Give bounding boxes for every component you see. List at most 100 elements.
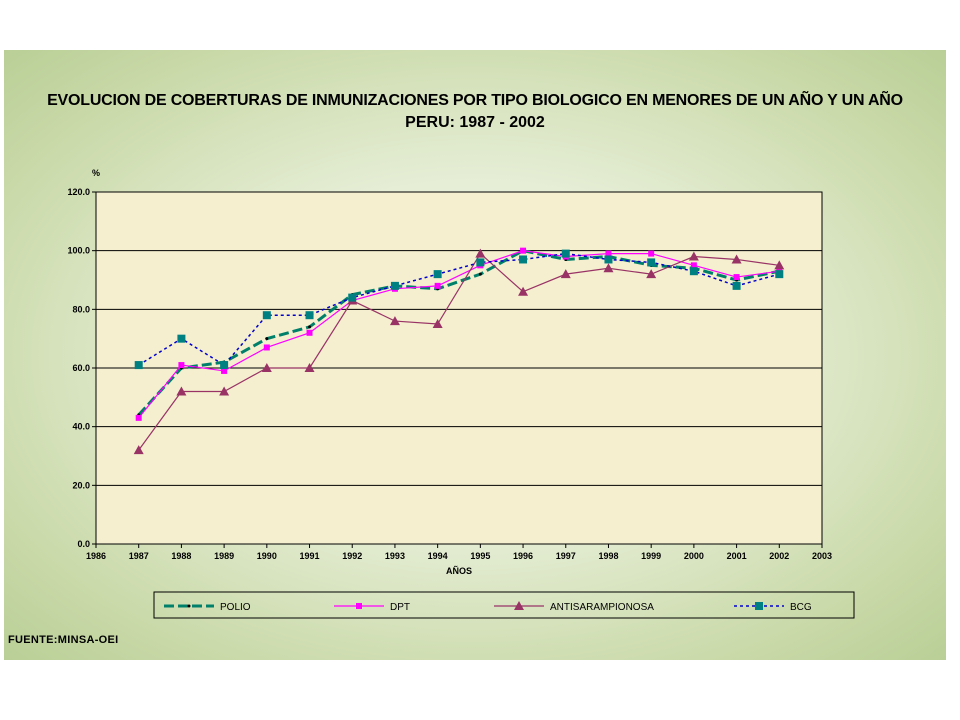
legend-label: ANTISARAMPIONOSA: [550, 602, 654, 613]
x-tick-label: 1986: [86, 551, 106, 561]
x-tick-label: 1992: [342, 551, 362, 561]
x-axis-ticks: 1986 1987 1988 1989 1990 1991 1992 1993 1994 1995…: [86, 544, 832, 561]
x-tick-label: 2001: [727, 551, 747, 561]
data-point: [219, 386, 230, 396]
data-point: [605, 250, 612, 257]
legend-marker: [187, 604, 191, 608]
data-point: [263, 344, 270, 351]
data-point: [478, 272, 482, 276]
legend-label: DPT: [390, 602, 410, 613]
data-point: [265, 337, 269, 341]
data-point: [305, 311, 314, 320]
x-tick-label: 1998: [598, 551, 618, 561]
x-tick-label: 1988: [171, 551, 191, 561]
legend-item: DPT: [334, 602, 410, 613]
data-point: [433, 270, 442, 279]
x-tick-label: 1990: [257, 551, 277, 561]
data-point: [475, 248, 486, 258]
x-tick-label: 1999: [641, 551, 661, 561]
y-tick-label: 60.0: [72, 363, 90, 373]
legend-item: POLIO: [164, 602, 251, 613]
x-tick-label: 1994: [428, 551, 448, 561]
data-point: [603, 263, 614, 273]
x-tick-label: 1993: [385, 551, 405, 561]
x-axis-label: AÑOS: [446, 566, 472, 576]
x-tick-label: 1996: [513, 551, 533, 561]
legend-marker: [514, 601, 524, 610]
series-group: [133, 247, 785, 455]
y-tick-label: 40.0: [72, 422, 90, 432]
data-point: [432, 319, 443, 328]
y-axis-label: %: [92, 168, 100, 178]
data-point: [134, 361, 143, 370]
data-point: [648, 250, 655, 257]
y-tick-label: 120.0: [67, 187, 90, 197]
data-point: [262, 311, 271, 320]
legend-label: BCG: [790, 602, 812, 613]
data-point: [176, 386, 187, 396]
data-point: [604, 255, 613, 264]
data-point: [348, 293, 357, 302]
data-point: [220, 361, 229, 370]
data-point: [434, 282, 441, 289]
data-point: [221, 367, 228, 374]
series-line: [138, 252, 780, 367]
series-antisarampionosa: [133, 248, 785, 455]
data-point: [774, 260, 785, 270]
data-point: [520, 247, 527, 254]
data-point: [261, 363, 272, 372]
data-point: [304, 363, 315, 372]
data-point: [306, 329, 313, 336]
y-tick-label: 100.0: [67, 246, 90, 256]
data-point: [390, 281, 399, 290]
data-point: [647, 258, 656, 267]
data-point: [560, 269, 571, 279]
data-point: [775, 270, 784, 279]
data-point: [133, 445, 144, 455]
data-point: [308, 325, 312, 329]
data-point: [476, 258, 485, 267]
data-point: [733, 274, 740, 281]
legend-box: [153, 591, 855, 619]
series-line: [138, 252, 780, 451]
y-tick-label: 0.0: [77, 539, 90, 549]
legend-item: ANTISARAMPIONOSA: [494, 601, 654, 613]
data-point: [561, 249, 570, 258]
data-point: [690, 262, 697, 269]
data-point: [731, 254, 742, 264]
data-point: [178, 362, 185, 369]
data-point: [518, 286, 529, 296]
legend-label: POLIO: [220, 602, 251, 613]
x-tick-label: 1995: [470, 551, 490, 561]
data-point: [177, 334, 186, 343]
data-point: [389, 316, 400, 326]
gridlines: [96, 191, 822, 545]
data-point: [732, 281, 741, 290]
data-point: [689, 267, 698, 276]
y-tick-label: 20.0: [72, 480, 90, 490]
legend-item: BCG: [734, 602, 812, 613]
data-point: [646, 269, 657, 279]
legend: POLIO DPT ANTISARAMPIONOSA BCG: [153, 591, 855, 619]
legend-marker: [755, 602, 763, 610]
x-tick-label: 1991: [300, 551, 320, 561]
chart-panel: EVOLUCION DE COBERTURAS DE INMUNIZACIONE…: [4, 50, 946, 660]
x-tick-label: 1989: [214, 551, 234, 561]
series-line: [138, 250, 780, 419]
chart-title: EVOLUCION DE COBERTURAS DE INMUNIZACIONE…: [47, 92, 903, 109]
data-point: [135, 414, 142, 421]
series-line: [137, 249, 780, 416]
y-axis-ticks: 0.0 20.0 40.0 60.0 80.0 100.0 120.0: [67, 187, 96, 549]
x-tick-label: 2000: [684, 551, 704, 561]
x-tick-label: 2002: [769, 551, 789, 561]
series-bcg: [134, 249, 784, 370]
source-note: FUENTE:MINSA-OEI: [8, 634, 119, 646]
x-tick-label: 2003: [812, 551, 832, 561]
data-point: [688, 251, 699, 261]
y-tick-label: 80.0: [72, 304, 90, 314]
legend-marker: [356, 603, 362, 609]
data-point: [519, 255, 528, 264]
chart-subtitle: PERU: 1987 - 2002: [405, 114, 545, 131]
x-tick-label: 1987: [129, 551, 149, 561]
